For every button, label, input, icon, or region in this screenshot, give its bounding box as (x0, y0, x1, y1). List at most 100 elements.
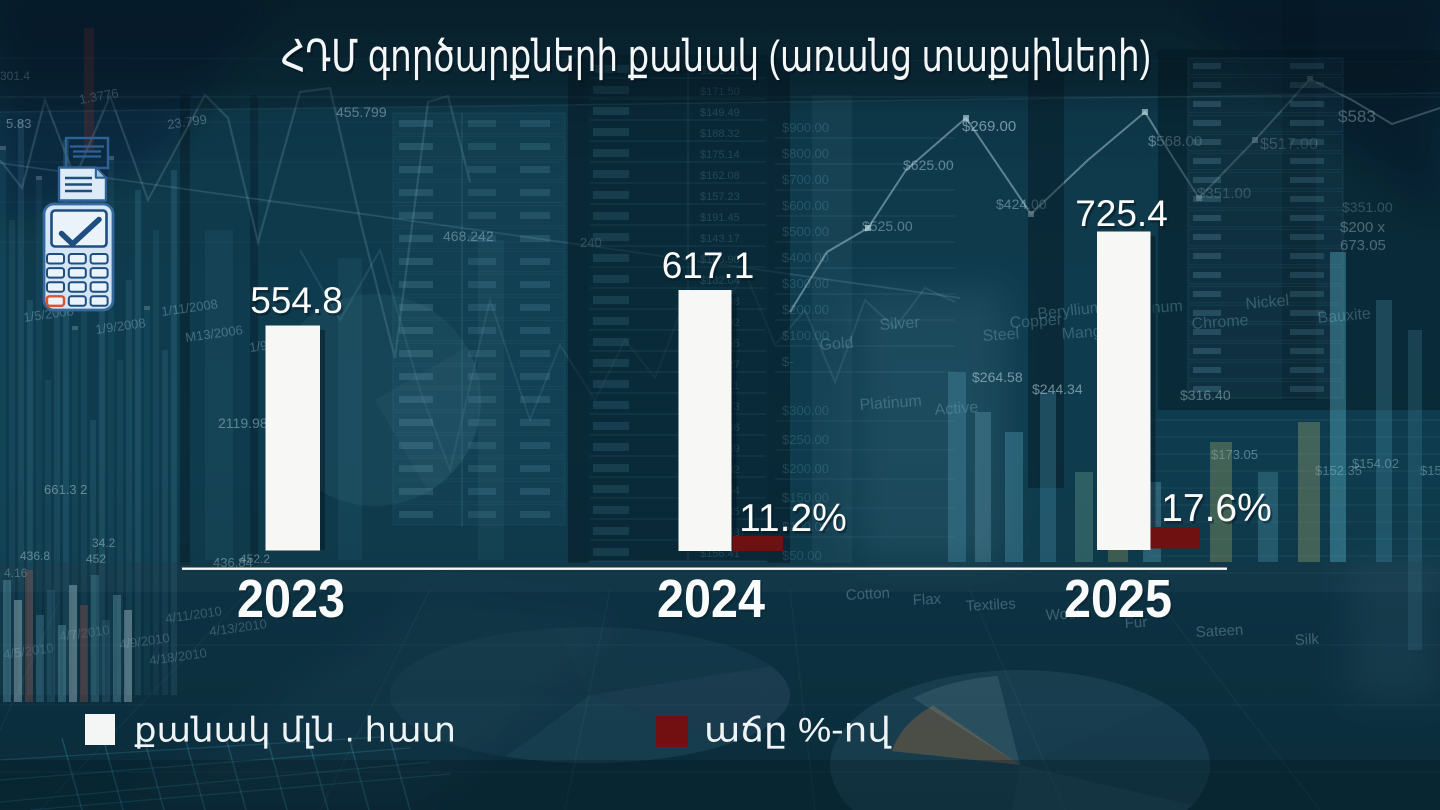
svg-text:$316.40: $316.40 (1180, 387, 1231, 403)
svg-text:Active: Active (934, 399, 979, 419)
svg-text:$182.64: $182.64 (700, 275, 740, 287)
svg-text:725.4: 725.4 (1077, 196, 1170, 237)
svg-text:$600.00: $600.00 (782, 198, 829, 213)
svg-text:Textiles: Textiles (965, 595, 1016, 615)
svg-text:$50.00: $50.00 (782, 548, 822, 563)
svg-text:$151.61: $151.61 (700, 65, 740, 77)
svg-text:ՀԴՄ գործարքների քանակ (առանց տ: ՀԴՄ գործարքների քանակ (առանց տաքսիների) (283, 35, 1153, 84)
svg-text:673.05: 673.05 (1340, 237, 1386, 254)
svg-text:Wool: Wool (1045, 605, 1080, 624)
svg-text:Fur: Fur (1124, 614, 1147, 632)
svg-text:$351.00: $351.00 (1197, 185, 1251, 202)
svg-text:$152.35: $152.35 (1315, 463, 1362, 478)
svg-text:34.2: 34.2 (92, 536, 116, 550)
svg-text:$150.00: $150.00 (782, 490, 829, 505)
svg-text:$173.05: $173.05 (1211, 447, 1258, 462)
svg-text:2024: 2024 (657, 569, 765, 629)
svg-text:2025: 2025 (1066, 571, 1174, 631)
svg-text:617.1: 617.1 (662, 245, 755, 286)
svg-text:301.4: 301.4 (0, 69, 30, 83)
svg-text:2023: 2023 (239, 571, 347, 631)
svg-text:1/9/2008: 1/9/2008 (94, 315, 146, 337)
svg-text:661.3 2: 661.3 2 (44, 482, 87, 497)
svg-text:23.799: 23.799 (166, 112, 207, 132)
svg-text:725.4: 725.4 (1075, 193, 1168, 234)
svg-text:Silver: Silver (879, 314, 921, 334)
svg-text:$300.00: $300.00 (782, 276, 829, 291)
svg-text:455.799: 455.799 (336, 104, 387, 120)
svg-text:Gold: Gold (819, 335, 854, 354)
svg-text:4/9/2010: 4/9/2010 (118, 630, 170, 652)
svg-text:617.1: 617.1 (664, 248, 757, 289)
svg-text:$157.23: $157.23 (700, 191, 740, 203)
svg-text:$424.00: $424.00 (996, 196, 1047, 212)
svg-text:17.6%: 17.6% (1163, 490, 1274, 533)
svg-text:Platinum: Platinum (859, 393, 922, 414)
svg-text:1.3776: 1.3776 (78, 85, 120, 107)
svg-text:$200.00: $200.00 (782, 302, 829, 317)
svg-text:$625.00: $625.00 (903, 157, 954, 173)
svg-text:4/7/2010: 4/7/2010 (58, 622, 110, 644)
svg-text:$351.00: $351.00 (1342, 199, 1393, 215)
svg-text:$244.34: $244.34 (1032, 381, 1083, 397)
svg-text:452.2: 452.2 (240, 552, 270, 566)
svg-text:554.8: 554.8 (250, 280, 343, 321)
svg-text:Steel: Steel (982, 325, 1020, 345)
svg-text:$200 x: $200 x (1340, 219, 1386, 236)
svg-text:11.2%: 11.2% (739, 497, 847, 540)
svg-text:$700.00: $700.00 (782, 172, 829, 187)
svg-text:5.83: 5.83 (6, 116, 31, 131)
svg-text:$500.00: $500.00 (782, 224, 829, 239)
svg-text:$154.02: $154.02 (1352, 456, 1399, 471)
svg-text:Sateen: Sateen (1195, 622, 1243, 641)
svg-text:4/5/2010: 4/5/2010 (2, 640, 54, 662)
svg-text:քանակ մլն . հատ: քանակ մլն . հատ (134, 712, 456, 750)
svg-text:2025: 2025 (1064, 569, 1172, 629)
svg-text:2023: 2023 (237, 569, 345, 629)
svg-text:$525.00: $525.00 (862, 218, 913, 234)
svg-text:$168.90: $168.90 (700, 254, 740, 266)
svg-text:$149.49: $149.49 (700, 107, 740, 119)
svg-text:$143.17: $143.17 (700, 233, 740, 245)
svg-text:$900.00: $900.00 (782, 120, 829, 135)
svg-text:$583: $583 (1338, 107, 1376, 126)
svg-text:468.242: 468.242 (443, 228, 494, 244)
svg-text:աճը %-ով: աճը %-ով (704, 712, 891, 750)
svg-text:ՀԴՄ գործարքների քանակ (առանց տ: ՀԴՄ գործարքների քանակ (առանց տաքսիների) (281, 32, 1151, 81)
svg-text:$191.45: $191.45 (700, 212, 740, 224)
svg-text:$400.00: $400.00 (782, 250, 829, 265)
svg-text:$188.32: $188.32 (700, 128, 740, 140)
svg-text:Copper: Copper (1009, 311, 1063, 332)
svg-text:2119.98: 2119.98 (218, 415, 268, 431)
svg-text:$800.00: $800.00 (782, 146, 829, 161)
svg-text:$171.50: $171.50 (700, 86, 740, 98)
svg-text:$517.00: $517.00 (1260, 136, 1318, 153)
svg-text:$568.00: $568.00 (1148, 133, 1202, 150)
svg-text:436.84: 436.84 (213, 555, 253, 570)
svg-text:$100.00: $100.00 (782, 328, 829, 343)
svg-text:$-: $- (782, 354, 794, 369)
svg-text:Beryllium: Beryllium (1037, 299, 1104, 323)
svg-text:$269.00: $269.00 (962, 118, 1016, 135)
svg-text:$200.00: $200.00 (782, 461, 829, 476)
svg-text:17.6%: 17.6% (1161, 487, 1272, 530)
svg-text:Flax: Flax (912, 591, 942, 609)
svg-text:Silk: Silk (1294, 631, 1320, 649)
svg-text:$300.00: $300.00 (782, 403, 829, 418)
svg-text:452: 452 (86, 552, 106, 566)
svg-text:$175.14: $175.14 (700, 149, 740, 161)
svg-text:$151: $151 (1420, 463, 1440, 478)
svg-text:4.16: 4.16 (4, 566, 28, 580)
svg-text:$162.08: $162.08 (700, 170, 740, 182)
svg-text:Chrome: Chrome (1191, 312, 1249, 333)
svg-text:554.8: 554.8 (252, 283, 345, 324)
svg-text:Nickel: Nickel (1245, 292, 1290, 313)
svg-text:$100.00: $100.00 (782, 519, 829, 534)
svg-text:436.8: 436.8 (20, 549, 50, 563)
svg-text:$264.58: $264.58 (972, 369, 1023, 385)
svg-text:11.2%: 11.2% (741, 500, 849, 543)
svg-text:$250.00: $250.00 (782, 432, 829, 447)
svg-text:Cotton: Cotton (845, 585, 890, 604)
svg-text:Bauxite: Bauxite (1317, 305, 1372, 327)
svg-text:2024: 2024 (659, 571, 767, 631)
